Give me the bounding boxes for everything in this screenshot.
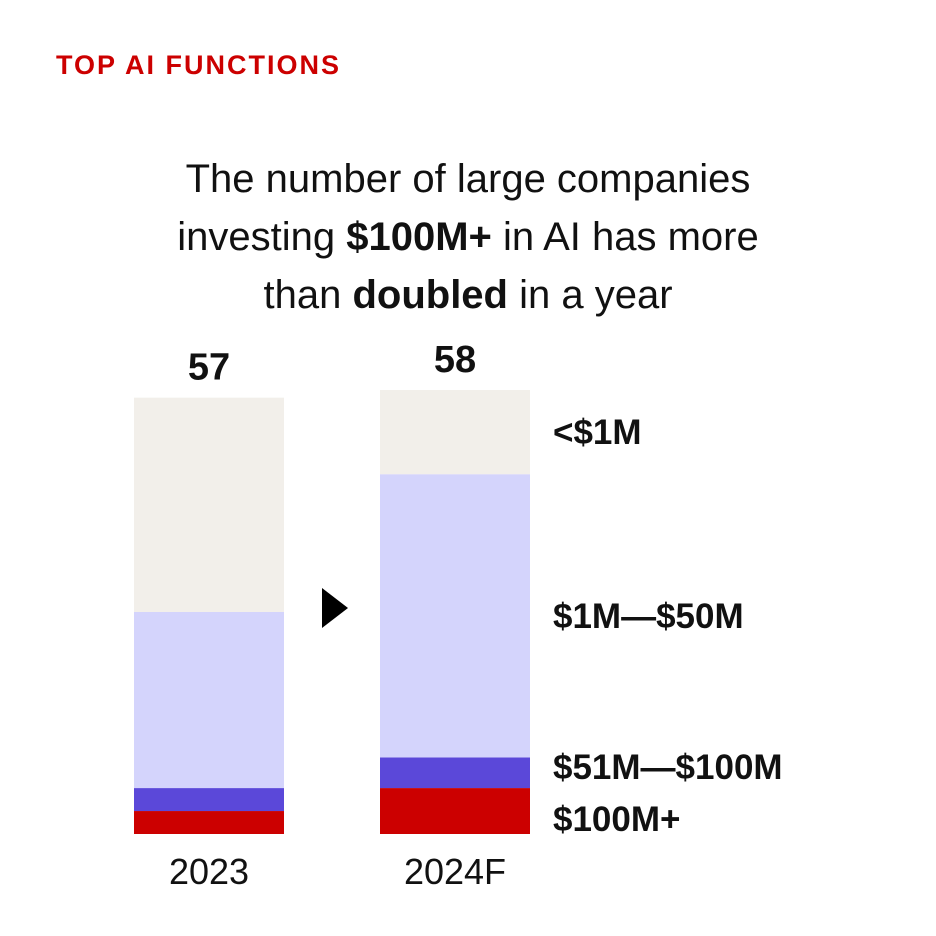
series-label-4: <$1M xyxy=(553,413,642,452)
category-label-2023: 2023 xyxy=(169,851,249,892)
headline-line-3-post: in a year xyxy=(507,273,673,317)
bar-segment-2023-1 xyxy=(134,811,284,834)
category-label-2024f: 2024F xyxy=(404,851,506,892)
series-label-1: $100M+ xyxy=(553,800,680,839)
bar-segment-2023-3 xyxy=(134,612,284,789)
series-label-2: $51M—$100M xyxy=(553,748,783,787)
bar-segment-2023-2 xyxy=(134,788,284,812)
bar-segment-2024f-3 xyxy=(380,474,530,758)
chart-headline: The number of large companies investing … xyxy=(0,150,936,324)
headline-line-3-pre: than xyxy=(263,273,353,317)
headline-line-2-pre: investing xyxy=(177,215,347,259)
triangle-right-icon xyxy=(322,588,348,628)
headline-line-2: investing $100M+ in AI has more xyxy=(0,208,936,266)
bar-segment-2024f-4 xyxy=(380,390,530,475)
headline-line-3-bold: doubled xyxy=(352,273,508,317)
headline-line-2-bold: $100M+ xyxy=(346,215,492,259)
bar-segment-2024f-2 xyxy=(380,757,530,789)
kicker-label: TOP AI FUNCTIONS xyxy=(56,50,342,80)
total-label-2024f: 58 xyxy=(434,339,476,381)
headline-line-3: than doubled in a year xyxy=(0,266,936,324)
headline-line-2-post: in AI has more xyxy=(491,215,759,259)
series-label-3: $1M—$50M xyxy=(553,597,744,636)
headline-line-1: The number of large companies xyxy=(185,157,751,201)
total-label-2023: 57 xyxy=(188,347,230,389)
bar-segment-2023-4 xyxy=(134,397,284,612)
bar-segment-2024f-1 xyxy=(380,788,530,834)
